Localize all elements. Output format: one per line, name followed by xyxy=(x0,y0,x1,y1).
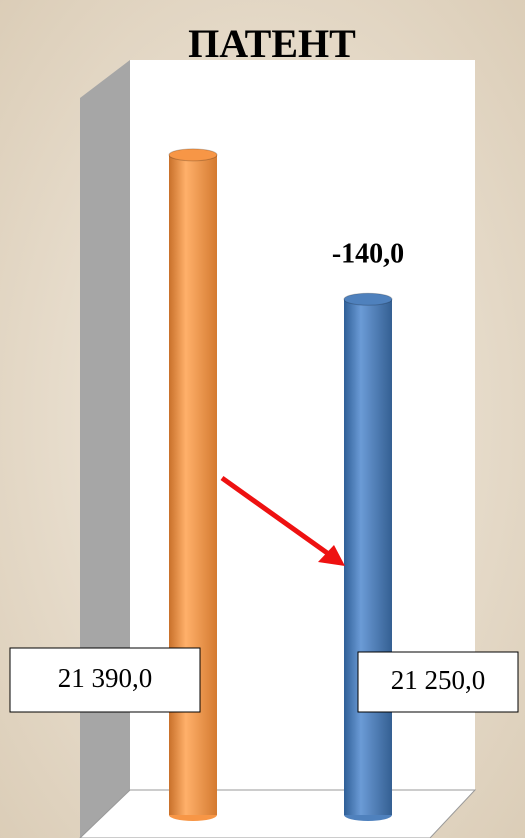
side-wall xyxy=(80,60,130,838)
value-label: 21 390,0 xyxy=(58,663,153,693)
annotation: -140,0 xyxy=(332,238,404,269)
arrow-head xyxy=(318,545,345,566)
bar xyxy=(344,299,392,815)
arrow xyxy=(220,475,332,558)
label-box xyxy=(357,651,519,713)
floor xyxy=(79,789,477,838)
bar xyxy=(169,154,217,815)
bar-top xyxy=(168,148,218,162)
chart-title: ПАТЕНТ xyxy=(188,21,356,66)
value-label: 21 250,0 xyxy=(391,665,486,695)
label-box xyxy=(9,647,201,713)
bars xyxy=(168,148,393,821)
bar-top xyxy=(343,292,393,306)
